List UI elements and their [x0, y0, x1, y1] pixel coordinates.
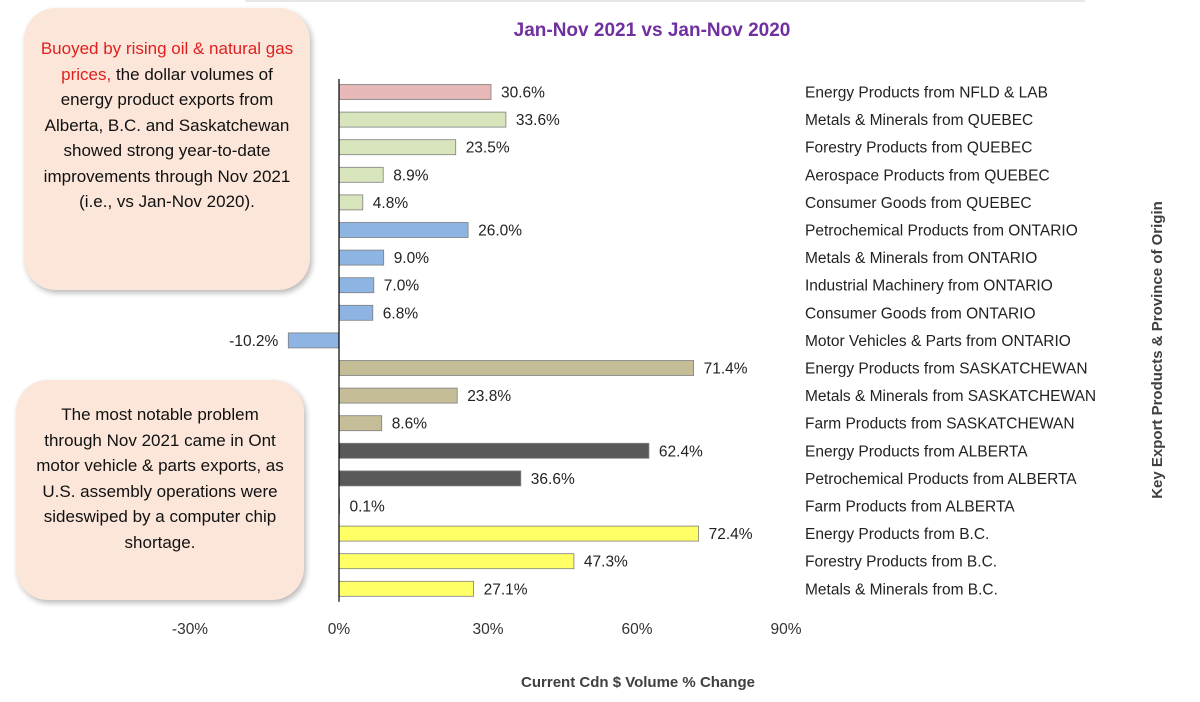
bar	[287, 332, 340, 349]
data-label: 30.6%	[501, 85, 545, 102]
energy-note-highlight: Buoyed by rising oil & natural gas price…	[40, 39, 294, 84]
bar	[338, 249, 385, 266]
category-label: Motor Vehicles & Parts from ONTARIO	[805, 333, 1071, 350]
data-label: 36.6%	[531, 471, 575, 488]
data-label: 4.8%	[373, 195, 409, 212]
category-label: Petrochemical Products from ONTARIO	[805, 223, 1078, 240]
x-tick-label: 30%	[472, 621, 503, 638]
bar	[338, 360, 695, 376]
category-label: Metals & Minerals from ONTARIO	[805, 250, 1037, 267]
category-label: Metals & Minerals from SASKATCHEWAN	[805, 388, 1096, 405]
category-label: Aerospace Products from QUEBEC	[805, 167, 1050, 184]
data-label: 6.8%	[383, 305, 419, 322]
bar	[338, 139, 457, 156]
data-label: 0.1%	[350, 499, 386, 516]
bar	[338, 415, 383, 432]
category-label: Consumer Goods from QUEBEC	[805, 195, 1032, 212]
bar	[338, 470, 522, 487]
energy-note-callout: Buoyed by rising oil & natural gas price…	[24, 8, 310, 290]
data-label: 8.9%	[393, 167, 429, 184]
bar	[338, 84, 492, 100]
category-label: Energy Products from SASKATCHEWAN	[805, 361, 1088, 378]
data-label: 47.3%	[584, 554, 628, 571]
bar	[338, 442, 650, 459]
data-label: 7.0%	[384, 278, 420, 295]
category-label: Forestry Products from QUEBEC	[805, 140, 1032, 157]
x-tick-label: -30%	[172, 621, 208, 638]
bar	[338, 553, 575, 570]
top-border-line	[245, 0, 1085, 2]
data-label: 23.5%	[466, 140, 510, 157]
auto-note-callout: The most notable problem through Nov 202…	[16, 380, 304, 600]
data-label: 72.4%	[709, 526, 753, 543]
category-label: Farm Products from SASKATCHEWAN	[805, 416, 1075, 433]
category-label: Metals & Minerals from QUEBEC	[805, 112, 1033, 129]
x-tick-label: 0%	[328, 621, 351, 638]
data-label: 27.1%	[484, 581, 528, 598]
x-tick-labels-layer: -30% 0% 30% 60% 90%	[172, 621, 802, 638]
category-label: Consumer Goods from ONTARIO	[805, 305, 1036, 322]
data-label: 71.4%	[704, 361, 748, 378]
data-label: 62.4%	[659, 443, 703, 460]
x-tick-label: 60%	[621, 621, 652, 638]
chart-title: Jan-Nov 2021 vs Jan-Nov 2020	[514, 20, 791, 41]
data-label: 23.8%	[467, 388, 511, 405]
y-axis-title: Key Export Products & Province of Origin	[1149, 201, 1166, 499]
category-labels-layer: Energy Products from NFLD & LAB Metals & …	[805, 85, 1096, 599]
auto-note-text: The most notable problem through Nov 202…	[36, 405, 284, 552]
data-label: 33.6%	[516, 112, 560, 129]
data-label: -10.2%	[229, 333, 278, 350]
bar	[338, 194, 364, 211]
value-labels-layer: 30.6% 33.6% 23.5% 8.9% 4.8% 26.0% 9.0% 7.0% 6.8%…	[229, 85, 753, 599]
bar	[338, 222, 469, 238]
category-label: Energy Products from ALBERTA	[805, 443, 1028, 460]
bar	[338, 111, 507, 128]
category-label: Energy Products from B.C.	[805, 526, 989, 543]
category-label: Industrial Machinery from ONTARIO	[805, 278, 1053, 295]
category-label: Forestry Products from B.C.	[805, 554, 997, 571]
x-axis-title: Current Cdn $ Volume % Change	[521, 674, 755, 691]
x-tick-label: 90%	[770, 621, 801, 638]
energy-note-text: the dollar volumes of energy product exp…	[43, 64, 291, 212]
bar	[338, 166, 384, 183]
bars-layer	[287, 84, 700, 597]
bar	[338, 387, 458, 404]
category-label: Petrochemical Products from ALBERTA	[805, 471, 1077, 488]
bar	[338, 580, 475, 597]
category-label: Farm Products from ALBERTA	[805, 499, 1015, 516]
bar	[338, 304, 374, 321]
data-label: 8.6%	[392, 416, 428, 433]
category-label: Metals & Minerals from B.C.	[805, 581, 998, 598]
bar	[338, 525, 700, 542]
data-label: 26.0%	[478, 223, 522, 240]
bar	[338, 277, 375, 294]
category-label: Energy Products from NFLD & LAB	[805, 85, 1048, 102]
data-label: 9.0%	[394, 250, 430, 267]
